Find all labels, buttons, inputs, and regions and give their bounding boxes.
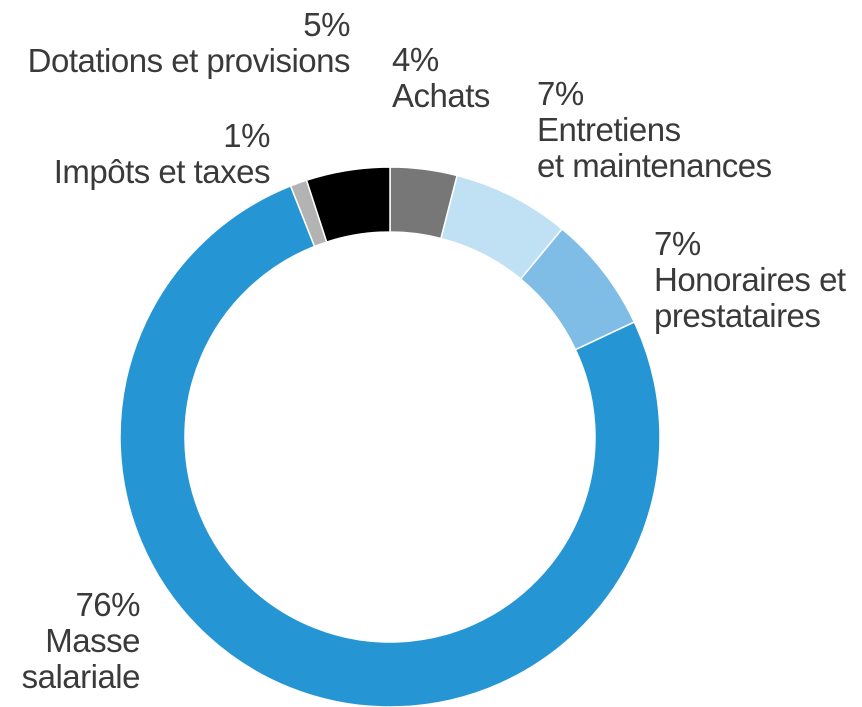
label-masse-salariale: 76% Masse salariale <box>21 586 141 695</box>
label-entretiens: 7% Entretiens et maintenances <box>537 76 772 184</box>
name-honoraires-line2: prestataires <box>654 297 821 334</box>
name-dotations: Dotations et provisions <box>27 42 351 79</box>
label-honoraires: 7% Honoraires et prestataires <box>654 226 846 334</box>
name-impots: Impôts et taxes <box>53 153 271 190</box>
pct-achats: 4% <box>392 41 439 78</box>
name-masse-salariale-line2: salariale <box>21 658 141 695</box>
slice-dotations-et-provisions <box>305 166 391 243</box>
label-achats: 4% Achats <box>392 42 490 114</box>
name-masse-salariale-line1: Masse <box>45 622 140 659</box>
pct-honoraires: 7% <box>654 225 701 262</box>
slice-masse-salariale <box>119 184 661 707</box>
name-honoraires-line1: Honoraires et <box>654 261 846 298</box>
label-dotations: 5% Dotations et provisions <box>27 6 351 79</box>
pct-dotations: 5% <box>303 6 350 43</box>
name-entretiens-line2: et maintenances <box>537 147 772 184</box>
name-achats: Achats <box>392 77 490 114</box>
pct-impots: 1% <box>223 117 270 154</box>
name-entretiens-line1: Entretiens <box>537 111 681 148</box>
label-impots: 1% Impôts et taxes <box>53 117 271 190</box>
pct-masse-salariale: 76% <box>75 586 140 623</box>
pct-entretiens: 7% <box>537 75 584 112</box>
